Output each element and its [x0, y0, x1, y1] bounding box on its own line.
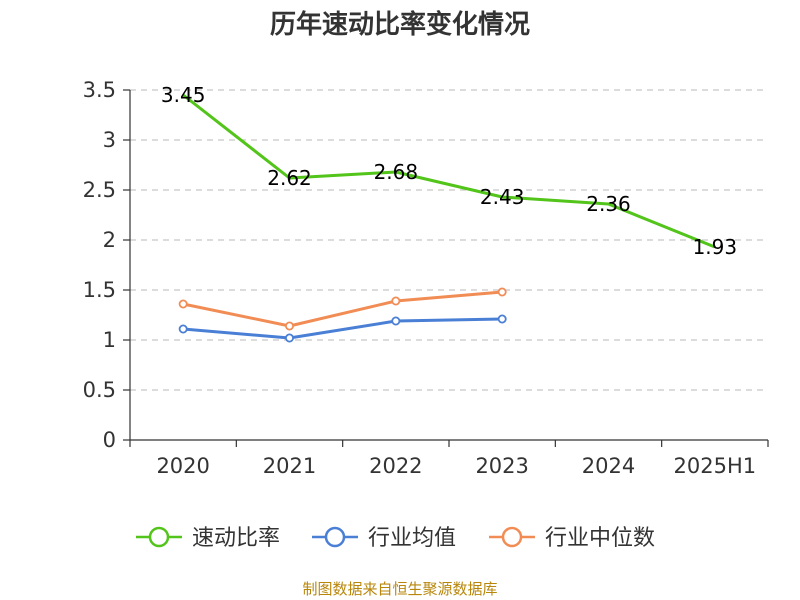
y-tick-label: 0: [103, 428, 116, 452]
data-point: [497, 287, 507, 297]
data-point: [497, 314, 507, 324]
series-line: [183, 317, 503, 340]
data-label: 2.68: [374, 160, 419, 184]
legend-swatch-marker: [501, 526, 523, 548]
x-tick-label: 2025H1: [674, 454, 757, 478]
series-line: [182, 290, 503, 328]
data-point: [391, 316, 401, 326]
x-tick-label: 2022: [369, 454, 422, 478]
legend-swatch-marker: [148, 526, 170, 548]
data-label: 1.93: [693, 235, 738, 259]
y-tick-label: 1: [103, 328, 116, 352]
series-line: [182, 93, 716, 249]
legend-label: 行业中位数: [545, 526, 655, 551]
x-tick-label: 2023: [475, 454, 528, 478]
chart-title: 历年速动比率变化情况: [270, 9, 530, 40]
data-point: [284, 321, 294, 331]
x-tick-label: 2021: [263, 454, 316, 478]
data-point: [178, 324, 188, 334]
source-note: 制图数据来自恒生聚源数据库: [302, 580, 497, 598]
series: [178, 93, 716, 343]
y-tick-label: 3: [103, 128, 116, 152]
y-tick-label: 2: [103, 228, 116, 252]
axes: 0 0.5 1 1.5 2 2.5 3 3.5 2020 2021 2022 2023 2024 2025…: [83, 78, 769, 478]
legend-label: 行业均值: [368, 526, 456, 551]
data-point: [178, 299, 188, 309]
data-label: 2.36: [586, 192, 631, 216]
data-point: [391, 296, 401, 306]
data-point: [284, 333, 294, 343]
legend: 速动比率 行业均值 行业中位数: [136, 526, 655, 551]
grid: [130, 89, 768, 391]
y-tick-label: 3.5: [83, 78, 116, 102]
data-labels: 3.45 2.62 2.68 2.43 2.36 1.93: [161, 83, 737, 259]
x-tick-label: 2024: [582, 454, 635, 478]
y-tick-label: 1.5: [83, 278, 116, 302]
data-label: 3.45: [161, 83, 206, 107]
y-tick-label: 0.5: [83, 378, 116, 402]
legend-label: 速动比率: [192, 526, 280, 551]
x-tick-label: 2020: [156, 454, 209, 478]
data-label: 2.43: [480, 185, 525, 209]
data-label: 2.62: [267, 166, 312, 190]
y-tick-label: 2.5: [83, 178, 116, 202]
legend-swatch-marker: [324, 526, 346, 548]
